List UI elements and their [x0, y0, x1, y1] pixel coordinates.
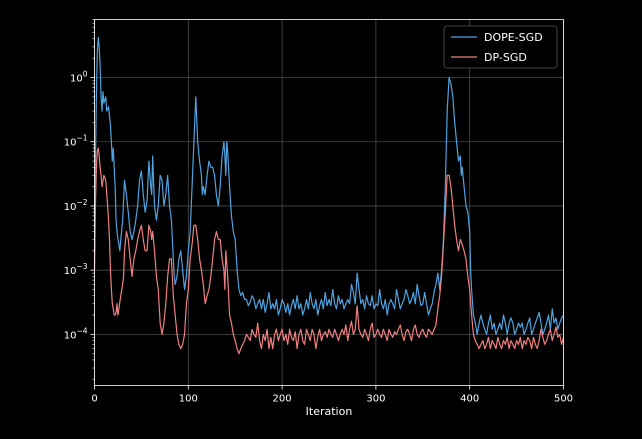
x-axis-label: Iteration [306, 405, 353, 418]
x-axis-ticks: 0 100 200 300 400 500 [91, 385, 573, 405]
x-tick-label: 500 [554, 394, 573, 405]
series-line-dope-sgd [93, 36, 565, 335]
plot-frame [94, 19, 564, 386]
x-tick-label: 300 [366, 394, 385, 405]
legend: DOPE-SGD DP-SGD [443, 25, 558, 69]
x-tick-label: 400 [460, 394, 479, 405]
series-line-dp-sgd [93, 147, 565, 355]
grid [94, 19, 564, 386]
legend-label-dp-sgd: DP-SGD [484, 51, 527, 64]
x-tick-label: 100 [179, 394, 198, 405]
x-tick-label: 0 [91, 394, 97, 405]
plot-series [93, 36, 565, 355]
legend-label-dope-sgd: DOPE-SGD [484, 31, 543, 44]
x-tick-label: 200 [273, 394, 292, 405]
